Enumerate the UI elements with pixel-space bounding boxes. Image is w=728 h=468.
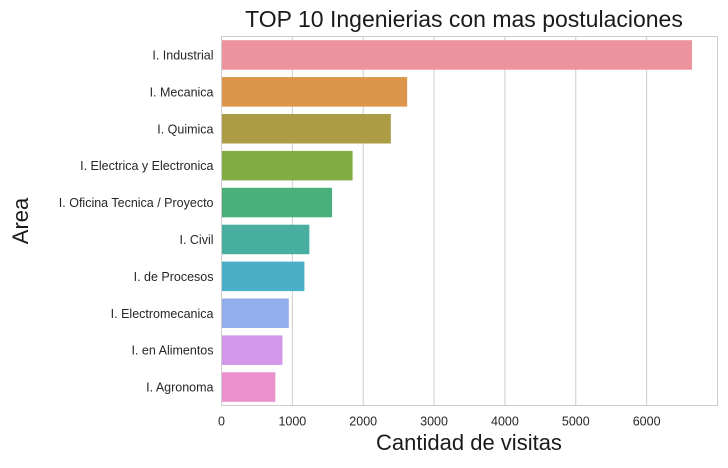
y-tick-label: I. Electromecanica [111, 307, 214, 321]
bar [221, 372, 276, 402]
bars [221, 40, 692, 402]
bar [221, 77, 408, 107]
bar [221, 261, 305, 292]
x-tick-label: 0 [218, 415, 225, 429]
y-tick-label: I. Industrial [152, 48, 213, 62]
x-axis-label: Cantidad de visitas [376, 430, 562, 455]
y-tick-label: I. Mecanica [150, 85, 214, 99]
y-tick-label: I. Quimica [157, 122, 213, 136]
bar [221, 113, 391, 144]
bar [221, 150, 353, 181]
bar [221, 187, 333, 218]
x-tick-label: 5000 [562, 415, 590, 429]
plot-frame [221, 36, 718, 406]
y-tick-label: I. en Alimentos [132, 344, 214, 358]
bar [221, 40, 692, 70]
x-tick-label: 4000 [491, 415, 519, 429]
y-tick-label: I. Civil [179, 233, 213, 247]
chart-title: TOP 10 Ingenierias con mas postulaciones [245, 6, 683, 32]
x-tick-label: 2000 [349, 415, 377, 429]
y-tick-label: I. Agronoma [146, 381, 213, 395]
y-tick-label: I. de Procesos [134, 270, 214, 284]
bar [221, 224, 310, 255]
y-tick-label: I. Electrica y Electronica [80, 159, 213, 173]
y-tick-labels: I. Industrial I. Mecanica I. Quimica I. Ele… [59, 48, 214, 394]
x-tick-label: 6000 [633, 415, 661, 429]
y-tick-label: I. Oficina Tecnica / Proyecto [59, 196, 214, 210]
x-tick-labels: 0 1000 2000 3000 4000 5000 6000 [218, 415, 661, 429]
bar [221, 298, 289, 329]
bar [221, 335, 283, 365]
x-tick-label: 3000 [420, 415, 448, 429]
x-tick-label: 1000 [278, 415, 306, 429]
y-axis-label: Area [8, 197, 33, 244]
